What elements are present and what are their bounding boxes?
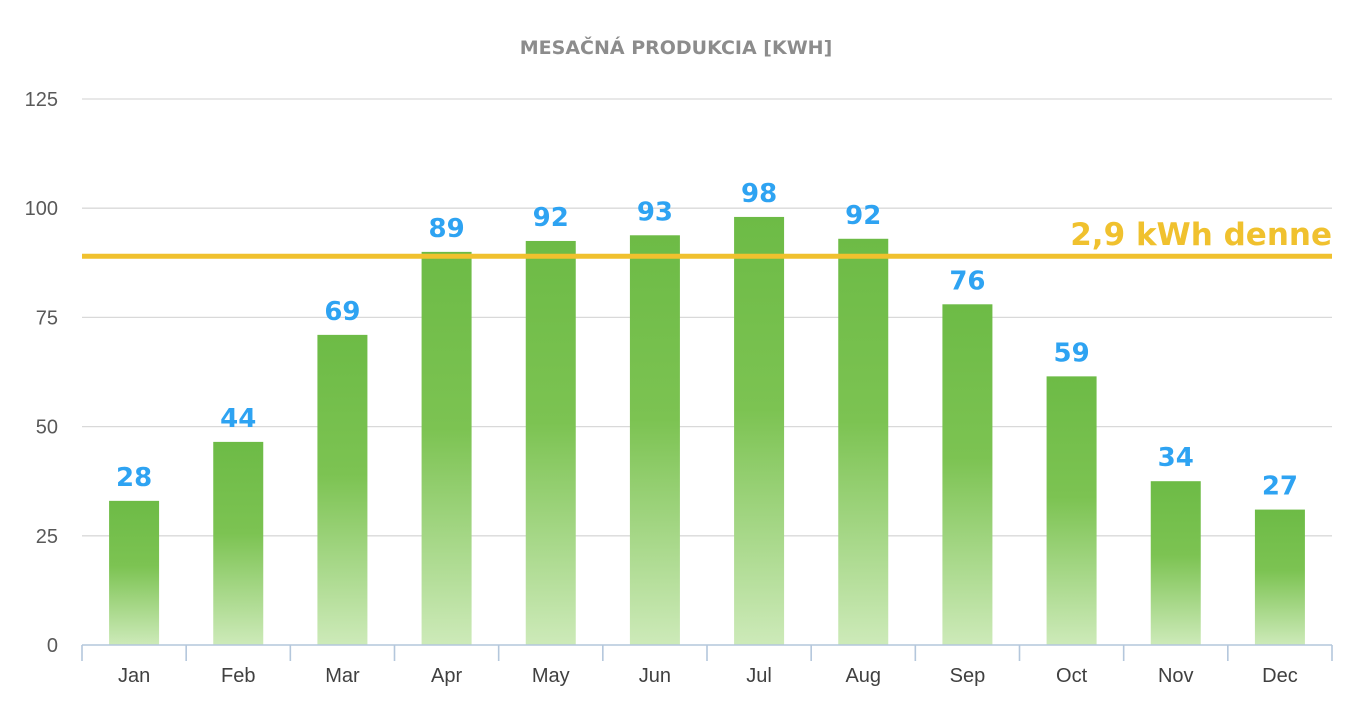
y-tick-label: 100	[25, 198, 58, 220]
bar	[1046, 376, 1097, 645]
bars	[109, 216, 1305, 645]
data-label: 93	[637, 197, 673, 227]
x-tick-label: Sep	[950, 665, 986, 687]
data-label: 59	[1053, 338, 1089, 368]
data-label: 44	[220, 404, 256, 434]
bar	[1150, 481, 1201, 645]
x-tick-label: Mar	[325, 665, 360, 687]
reference-line-group: 2,9 kWh denne	[82, 217, 1332, 259]
bar	[942, 304, 993, 645]
data-label: 89	[428, 214, 464, 244]
bar	[734, 216, 785, 645]
x-tick-label: Apr	[431, 665, 462, 687]
bar	[421, 251, 472, 645]
x-tick-label: Oct	[1056, 665, 1088, 687]
x-tick-label: Jan	[118, 665, 150, 687]
bar	[109, 500, 160, 645]
data-label: 69	[324, 297, 360, 327]
grid: 0 25 50 75 100 125	[25, 89, 1332, 657]
y-tick-label: 50	[36, 417, 58, 439]
x-axis: Jan Feb Mar Apr May Jun Jul Aug Sep Oct Nov Dec	[81, 644, 1333, 687]
bar	[317, 334, 368, 645]
y-tick-label: 125	[25, 89, 58, 111]
bar	[1254, 509, 1305, 645]
bar	[525, 240, 576, 645]
bar	[629, 235, 680, 645]
x-tick-label: Jun	[639, 665, 671, 687]
x-tick-label: Nov	[1158, 665, 1194, 687]
x-tick-label: Aug	[845, 665, 881, 687]
data-label: 34	[1158, 443, 1194, 473]
chart-title: MESAČNÁ PRODUKCIA [KWH]	[520, 35, 833, 59]
y-tick-label: 75	[36, 307, 58, 329]
x-tick-label: Feb	[221, 665, 255, 687]
reference-line-label: 2,9 kWh denne	[1070, 217, 1332, 253]
x-tick-label: Jul	[746, 665, 772, 687]
data-label: 98	[741, 179, 777, 209]
data-labels: 28 44 69 89 92 93 98 92 76 59 34 27	[116, 179, 1298, 502]
data-label: 28	[116, 463, 152, 493]
bar	[213, 441, 264, 645]
bar	[838, 238, 889, 645]
y-tick-label: 25	[36, 526, 58, 548]
data-label: 27	[1262, 472, 1298, 502]
data-label: 92	[533, 203, 569, 233]
data-label: 76	[949, 266, 985, 296]
x-tick-label: May	[532, 665, 570, 687]
data-label: 92	[845, 201, 881, 231]
y-tick-label: 0	[47, 635, 58, 657]
x-tick-label: Dec	[1262, 665, 1298, 687]
